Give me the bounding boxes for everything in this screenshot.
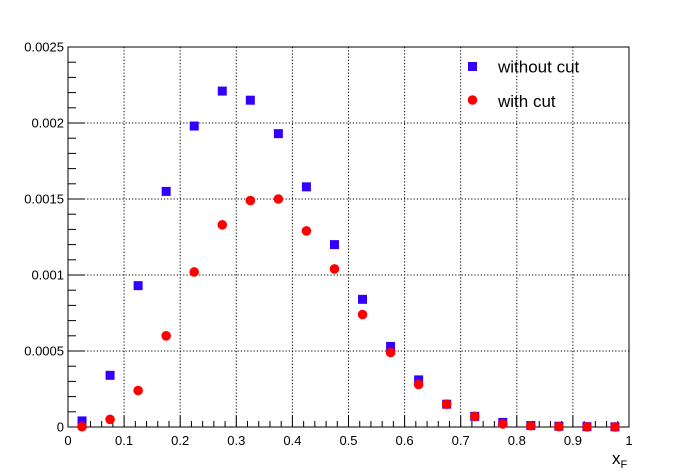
- point-without-cut: [245, 95, 255, 105]
- point-without-cut: [217, 86, 227, 96]
- series-with-cut: [77, 194, 620, 432]
- point-without-cut: [386, 341, 396, 351]
- point-with-cut: [413, 379, 424, 390]
- point-with-cut: [161, 331, 171, 341]
- y-tick-label: 0.0025: [24, 40, 64, 55]
- point-with-cut: [469, 411, 480, 422]
- point-with-cut: [105, 414, 115, 425]
- point-with-cut: [245, 195, 256, 206]
- x-axis-title-subscript: F: [621, 459, 628, 471]
- x-tick-label: 0.7: [452, 433, 470, 448]
- x-tick-label: 0.2: [171, 433, 189, 448]
- legend: without cut with cut: [467, 58, 580, 111]
- y-tick-label: 0.0005: [24, 344, 64, 359]
- point-with-cut: [610, 422, 620, 432]
- point-without-cut: [77, 416, 87, 426]
- x-tick-label: 0: [64, 433, 71, 448]
- point-without-cut: [301, 182, 311, 192]
- axis-ticks: [67, 46, 630, 428]
- point-with-cut: [357, 309, 368, 320]
- x-tick-label: 0.1: [115, 433, 133, 448]
- x-tick-label: 1: [625, 433, 632, 448]
- x-tick-label: 0.9: [564, 433, 582, 448]
- legend-marker-with-cut: [467, 95, 478, 105]
- x-axis-title-main: x: [612, 449, 621, 468]
- y-tick-labels: 0 0.0005 0.001 0.0015 0.002 0.0025: [24, 40, 64, 435]
- grid: [68, 47, 629, 427]
- point-with-cut: [441, 399, 452, 410]
- data-points: [77, 86, 620, 432]
- x-axis-title: xF: [612, 449, 628, 471]
- point-without-cut: [273, 129, 283, 139]
- point-with-cut: [554, 421, 564, 432]
- point-with-cut: [582, 422, 592, 432]
- y-tick-label: 0.0015: [24, 192, 64, 207]
- point-with-cut: [189, 267, 200, 277]
- legend-label-with-cut: with cut: [497, 92, 556, 111]
- x-tick-label: 0.6: [396, 433, 414, 448]
- x-tick-label: 0.3: [227, 433, 245, 448]
- point-with-cut: [133, 385, 143, 396]
- point-without-cut: [358, 294, 368, 304]
- x-tick-label: 0.5: [339, 433, 357, 448]
- y-tick-label: 0.002: [31, 116, 64, 131]
- point-without-cut: [133, 281, 143, 291]
- legend-marker-without-cut: [468, 62, 477, 71]
- point-without-cut: [189, 121, 199, 131]
- x-tick-label: 0.4: [283, 433, 301, 448]
- point-with-cut: [217, 220, 228, 230]
- point-with-cut: [497, 419, 508, 429]
- y-tick-label: 0.001: [31, 268, 64, 283]
- point-without-cut: [105, 370, 115, 380]
- x-tick-labels: 0 0.1 0.2 0.3 0.4 0.5 0.6 0.7 0.8 0.9 1: [64, 433, 632, 448]
- y-tick-label: 0: [57, 420, 64, 435]
- point-with-cut: [273, 194, 284, 204]
- point-with-cut: [301, 226, 312, 236]
- point-with-cut: [329, 264, 340, 274]
- point-without-cut: [329, 240, 339, 250]
- legend-label-without-cut: without cut: [497, 58, 580, 77]
- point-without-cut: [161, 186, 171, 196]
- point-with-cut: [385, 347, 396, 358]
- point-with-cut: [77, 421, 87, 432]
- point-with-cut: [526, 420, 536, 431]
- x-tick-label: 0.8: [508, 433, 526, 448]
